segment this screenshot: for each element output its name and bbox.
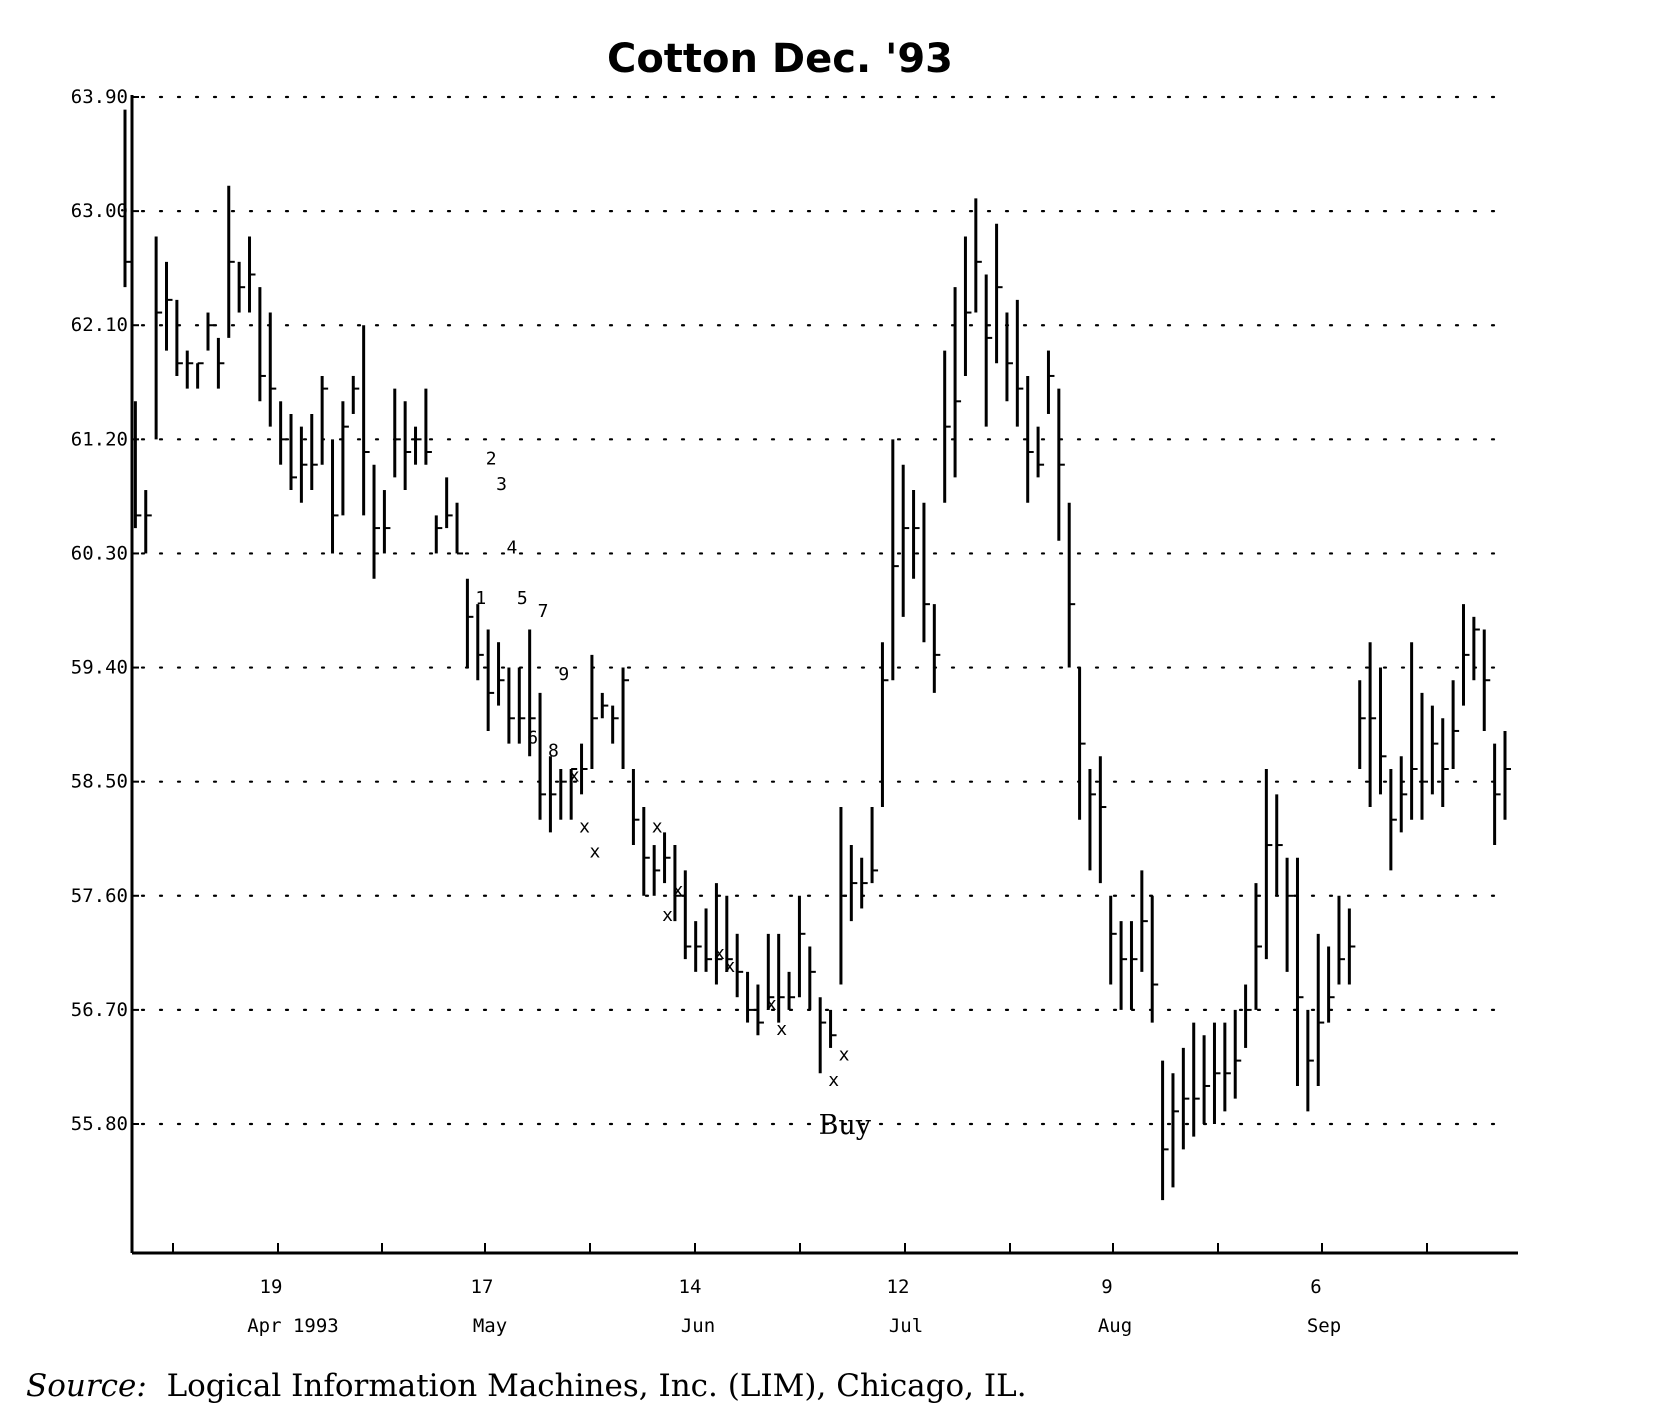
y-tick-label: 59.40 [71,657,128,679]
y-tick-label: 61.20 [71,428,128,450]
bar-annotation: x [662,905,673,926]
buy-label: Buy [819,1110,872,1141]
source-text: Logical Information Machines, Inc. (LIM)… [166,1368,1027,1404]
x-axis: 19 Apr 1993 17 May 14 Jun 12 Jul 9 Aug 6 Sep [132,1243,1518,1337]
bar-annotation: 9 [558,664,569,685]
bar-annotation: x [579,816,590,837]
bar-annotation: x [673,880,684,901]
y-tick-label: 63.90 [71,86,128,108]
x-tick-month: Aug [1098,1315,1132,1337]
bar-annotation: x [714,943,725,964]
bar-annotation: 7 [538,601,549,622]
source-note: Source: Logical Information Machines, In… [26,1368,1027,1404]
bar-annotation: 1 [475,588,486,609]
bar-annotation: 8 [548,740,559,761]
bar-annotation: x [569,766,580,787]
bar-annotation: x [766,994,777,1015]
y-tick-label: 62.10 [71,314,128,336]
bar-annotation: x [839,1045,850,1066]
bar-annotation: 5 [517,588,528,609]
x-tick-month: Jul [889,1315,923,1337]
gridlines [140,95,1507,1126]
x-tick-day: 14 [679,1276,702,1298]
bar-annotation: x [724,956,735,977]
x-tick-month: May [473,1315,507,1337]
bar-annotation: x [776,1019,787,1040]
x-tick-day: 9 [1101,1276,1112,1298]
x-tick-day: 17 [471,1276,494,1298]
bar-annotation: x [828,1070,839,1091]
x-tick-month: Jun [681,1315,715,1337]
x-tick-day: 6 [1310,1276,1321,1298]
bar-annotation: 4 [507,537,518,558]
y-tick-label: 58.50 [71,771,128,793]
bar-annotation: 6 [527,728,538,749]
bar-annotation: x [652,816,663,837]
bar-annotation: x [590,842,601,863]
y-tick-label: 55.80 [71,1113,128,1135]
y-tick-label: 56.70 [71,999,128,1021]
y-tick-label: 60.30 [71,542,128,564]
x-tick-day: 19 [260,1276,283,1298]
chart-title: Cotton Dec. '93 [607,36,953,82]
y-tick-label: 57.60 [71,885,128,907]
y-axis: 63.90 63.00 62.10 61.20 60.30 59.40 58.50 57.60… [71,86,139,1253]
x-tick-month: Apr 1993 [247,1315,339,1337]
price-bars [123,109,1511,1201]
x-tick-month: Sep [1307,1315,1341,1337]
source-lead: Source: [26,1368,147,1404]
bar-annotation: 3 [496,474,507,495]
y-tick-label: 63.00 [71,200,128,222]
bar-annotation: 2 [486,449,497,470]
x-tick-day: 12 [887,1276,910,1298]
